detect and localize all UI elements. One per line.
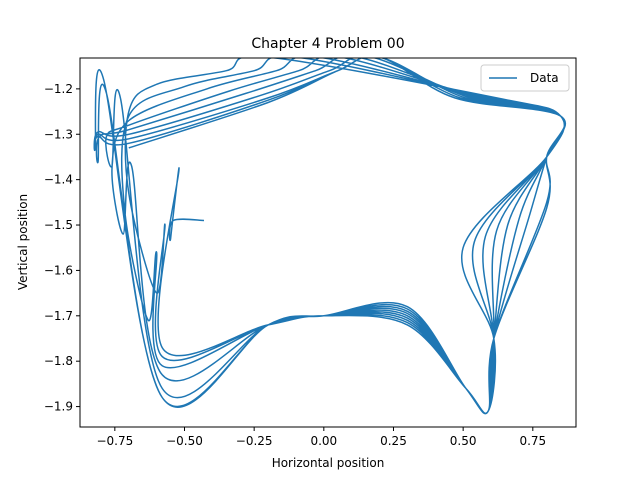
- legend-box: [480, 64, 570, 92]
- y-axis-title: Vertical position: [16, 194, 30, 290]
- x-tick-label: 0.25: [380, 434, 407, 448]
- chart-title: Chapter 4 Problem 00: [251, 36, 404, 52]
- x-tick-label: 0.50: [450, 434, 477, 448]
- legend: Data: [480, 64, 570, 92]
- y-tick-label: −1.2: [44, 82, 73, 96]
- y-tick-label: −1.5: [44, 218, 73, 232]
- x-tick-label: −0.50: [166, 434, 203, 448]
- series-line-data: [93, 58, 567, 415]
- x-axis: −0.75 −0.50 −0.25 0.00 0.25 0.50 0.75: [96, 427, 546, 448]
- plot-frame: [79, 57, 577, 428]
- y-axis: −1.9 −1.8 −1.7 −1.6 −1.5 −1.4 −1.3 −1.2: [44, 82, 80, 414]
- series-layer: [93, 58, 567, 415]
- y-tick-label: −1.3: [44, 127, 73, 141]
- x-tick-label: −0.25: [236, 434, 273, 448]
- y-tick-label: −1.9: [44, 400, 73, 414]
- x-axis-title: Horizontal position: [272, 456, 385, 470]
- y-tick-label: −1.6: [44, 263, 73, 277]
- x-tick-label: 0.75: [519, 434, 546, 448]
- y-tick-label: −1.4: [44, 173, 73, 187]
- x-tick-label: 0.00: [310, 434, 337, 448]
- x-tick-label: −0.75: [96, 434, 133, 448]
- legend-label: Data: [530, 71, 559, 85]
- y-tick-label: −1.7: [44, 309, 73, 323]
- y-tick-label: −1.8: [44, 354, 73, 368]
